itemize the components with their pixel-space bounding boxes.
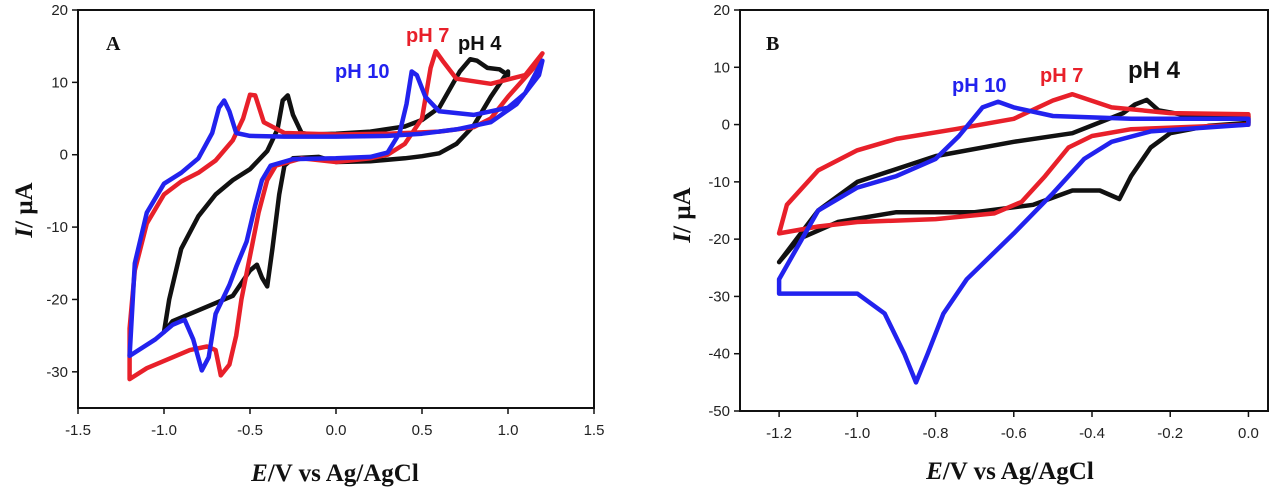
- series-line-ph4: [161, 56, 511, 335]
- series-line-ph10: [127, 58, 545, 373]
- data-series: [127, 48, 545, 382]
- legend-label-ph10: pH 10: [335, 61, 389, 83]
- y-tick-label: -20: [708, 231, 730, 248]
- x-axis-title: E/V vs Ag/AgCl: [925, 458, 1094, 485]
- series-line-ph4: [776, 97, 1251, 265]
- x-tick-label: -0.6: [1001, 425, 1027, 442]
- panel-label: A: [106, 33, 121, 55]
- legend-label-ph7: pH 7: [1040, 65, 1083, 87]
- series-line-ph10: [776, 99, 1251, 385]
- legend-label-ph7: pH 7: [406, 25, 449, 47]
- y-tick-label: -20: [46, 291, 68, 308]
- y-tick-label: -30: [708, 288, 730, 305]
- legend-label-ph4: pH 4: [1128, 57, 1181, 84]
- y-tick-label: 10: [713, 59, 730, 76]
- panel-label: B: [766, 33, 779, 55]
- x-tick-label: -0.2: [1157, 425, 1183, 442]
- x-tick-label: -0.4: [1079, 425, 1105, 442]
- y-tick-label: -40: [708, 346, 730, 363]
- y-tick-label: 20: [713, 2, 730, 19]
- y-tick-label: -50: [708, 403, 730, 420]
- x-tick-label: -0.8: [923, 425, 949, 442]
- x-tick-label: -1.0: [151, 422, 177, 439]
- y-tick-label: 0: [722, 117, 730, 134]
- panel-a: -1.5 -1.0 -0.5 0.0 0.5 1.0 1.5 -30 -20 -10 0 10 20 A…: [11, 2, 604, 487]
- series-line-ph7: [127, 48, 545, 382]
- y-axis-title: I/ μA: [11, 182, 38, 238]
- axis-ticks: -1.5 -1.0 -0.5 0.0 0.5 1.0 1.5 -30 -20 -10 0 10 20: [46, 2, 604, 439]
- x-tick-label: 1.5: [584, 422, 605, 439]
- y-tick-label: -10: [46, 219, 68, 236]
- data-series: [776, 91, 1251, 385]
- y-tick-label: 0: [60, 147, 68, 164]
- y-axis-title: I/ μA: [669, 187, 696, 243]
- x-axis-title: E/V vs Ag/AgCl: [250, 460, 419, 487]
- axis-ticks: -1.2 -1.0 -0.8 -0.6 -0.4 -0.2 0.0 -50 -40 -30 -20 -…: [708, 2, 1259, 442]
- x-tick-label: 0.0: [326, 422, 347, 439]
- y-tick-label: 20: [51, 2, 68, 19]
- y-tick-label: -10: [708, 174, 730, 191]
- y-tick-label: -30: [46, 364, 68, 381]
- legend-label-ph4: pH 4: [458, 33, 502, 55]
- x-tick-label: -1.5: [65, 422, 91, 439]
- x-tick-label: 0.5: [412, 422, 433, 439]
- x-tick-label: -1.2: [766, 425, 792, 442]
- legend-label-ph10: pH 10: [952, 75, 1006, 97]
- series-line-ph7: [776, 91, 1251, 236]
- x-tick-label: 0.0: [1238, 425, 1259, 442]
- x-tick-label: -0.5: [237, 422, 263, 439]
- plot-frame: [739, 9, 1269, 412]
- panel-b: -1.2 -1.0 -0.8 -0.6 -0.4 -0.2 0.0 -50 -40 -30 -20 -…: [669, 2, 1269, 485]
- x-tick-label: -1.0: [844, 425, 870, 442]
- x-tick-label: 1.0: [498, 422, 519, 439]
- y-tick-label: 10: [51, 74, 68, 91]
